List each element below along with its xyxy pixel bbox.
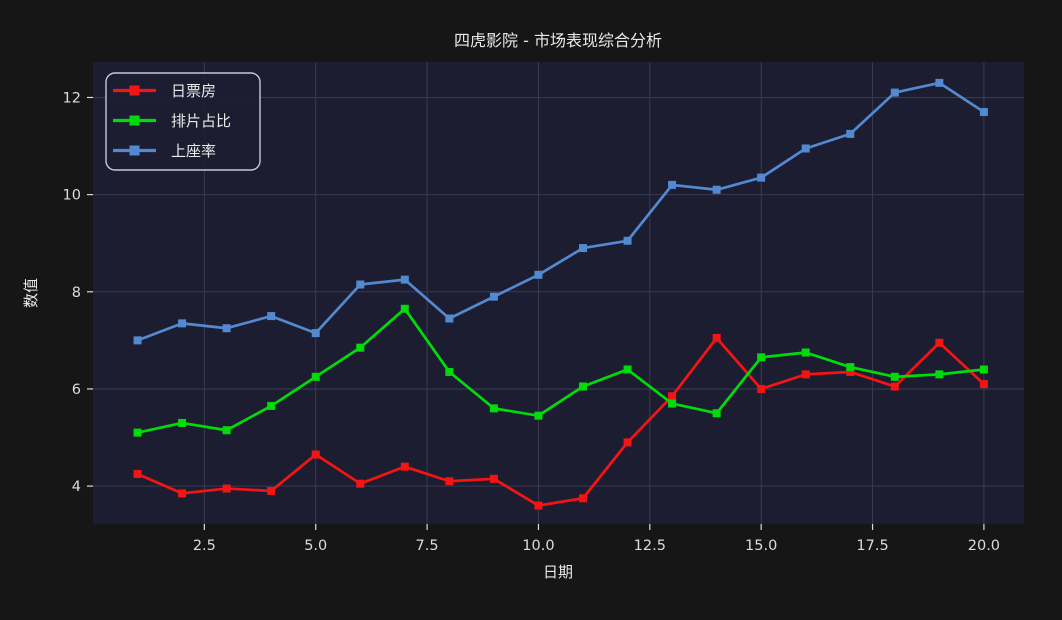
series-marker-0: [222, 484, 231, 493]
series-marker-1: [534, 411, 543, 420]
series-marker-0: [178, 489, 187, 498]
series-marker-1: [712, 409, 721, 418]
y-tick-label: 6: [72, 382, 81, 398]
series-marker-2: [356, 280, 365, 289]
series-marker-2: [801, 144, 810, 153]
series-marker-1: [579, 382, 587, 391]
x-tick-label: 15.0: [745, 538, 777, 554]
series-marker-0: [311, 450, 320, 459]
y-tick-label: 10: [63, 188, 81, 204]
series-marker-0: [133, 469, 142, 478]
series-marker-0: [757, 384, 766, 393]
series-marker-1: [267, 401, 276, 410]
y-tick-label: 12: [63, 90, 81, 106]
series-marker-1: [979, 365, 988, 374]
series-marker-2: [311, 329, 320, 338]
series-marker-1: [935, 370, 944, 379]
series-marker-1: [757, 353, 766, 362]
series-marker-2: [979, 108, 988, 117]
series-marker-2: [178, 319, 187, 328]
series-marker-2: [445, 314, 454, 323]
legend-swatch-0: [129, 85, 140, 96]
series-marker-1: [356, 343, 365, 352]
series-marker-0: [668, 392, 677, 401]
series-marker-2: [133, 336, 142, 345]
series-marker-1: [133, 428, 142, 437]
series-marker-0: [846, 367, 855, 376]
series-marker-0: [890, 382, 899, 391]
series-line-1: [136, 307, 986, 435]
series-marker-2: [890, 88, 899, 97]
series-marker-1: [623, 365, 632, 374]
series-marker-0: [356, 479, 365, 488]
series-marker-0: [400, 462, 409, 471]
series-line-0: [136, 336, 986, 507]
series-marker-2: [846, 129, 855, 138]
legend-label-0: 日票房: [171, 82, 216, 100]
series-marker-2: [712, 185, 721, 194]
series-marker-2: [668, 180, 677, 189]
legend-swatch-1: [129, 115, 140, 126]
series-marker-1: [400, 304, 409, 313]
series-marker-1: [222, 426, 231, 435]
series-marker-0: [935, 338, 944, 347]
legend-label-2: 上座率: [171, 142, 216, 160]
series-marker-2: [267, 312, 276, 321]
series-marker-1: [890, 372, 899, 381]
legend-label-1: 排片占比: [171, 112, 231, 130]
legend-swatch-2: [129, 145, 140, 156]
series-marker-1: [489, 404, 498, 413]
series-marker-2: [534, 270, 543, 279]
x-tick-label: 12.5: [634, 538, 666, 554]
x-tick-label: 17.5: [856, 538, 888, 554]
series-marker-0: [712, 333, 721, 342]
series-marker-2: [222, 324, 231, 333]
y-tick-label: 4: [72, 479, 81, 495]
series-marker-0: [534, 501, 543, 510]
series-marker-0: [579, 494, 587, 503]
series-marker-0: [979, 380, 988, 389]
series-marker-0: [623, 438, 632, 447]
series-marker-2: [623, 236, 632, 245]
series-marker-1: [801, 348, 810, 357]
series-marker-1: [668, 399, 677, 408]
x-tick-label: 7.5: [416, 538, 439, 554]
series-marker-1: [311, 372, 320, 381]
y-axis-label: 数值: [22, 278, 40, 308]
y-tick-label: 8: [72, 285, 81, 301]
series-marker-1: [445, 367, 454, 376]
series-marker-0: [267, 486, 276, 495]
legend-box: [105, 72, 261, 171]
x-tick-label: 10.0: [522, 538, 554, 554]
tick-layer: 2.5 5.0 7.5 10.0 12.5 15.0 17.5 20.0 4 6 8 10 12: [63, 90, 1001, 554]
series-layer: [133, 78, 988, 510]
x-tick-label: 5.0: [304, 538, 327, 554]
series-marker-1: [846, 363, 855, 372]
series-line-2: [136, 81, 986, 342]
series-marker-0: [801, 370, 810, 379]
x-tick-label: 20.0: [968, 538, 1000, 554]
series-marker-0: [489, 474, 498, 483]
series-marker-1: [178, 418, 187, 427]
series-marker-0: [445, 477, 454, 486]
series-marker-2: [935, 78, 944, 87]
series-marker-2: [489, 292, 498, 301]
x-axis-label: 日期: [543, 563, 573, 581]
chart-title: 四虎影院 - 市场表现综合分析: [454, 31, 662, 50]
series-marker-2: [757, 173, 766, 182]
series-marker-2: [579, 244, 587, 253]
x-tick-label: 2.5: [193, 538, 216, 554]
series-marker-2: [400, 275, 409, 284]
